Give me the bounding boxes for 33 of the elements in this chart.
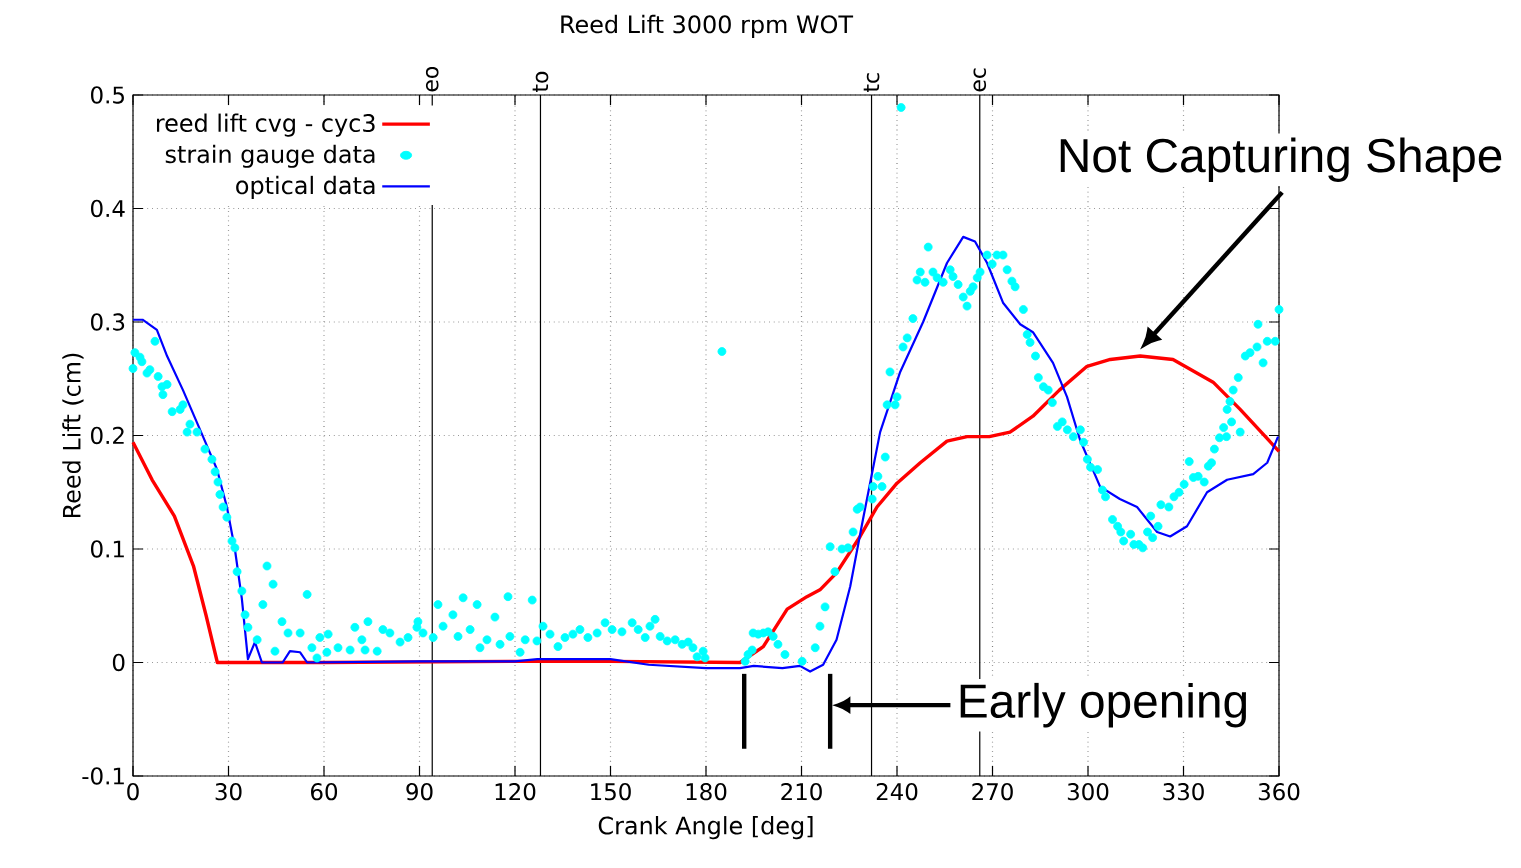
y-tick-label: 0.1 — [91, 540, 124, 558]
legend-label: strain gauge data — [165, 144, 375, 168]
x-tick-label: 180 — [686, 783, 727, 801]
x-tick-label: 0 — [127, 783, 139, 801]
x-tick-label: 270 — [972, 783, 1013, 801]
y-tick-label: -0.1 — [82, 767, 124, 785]
chart-title: Reed Lift 3000 rpm WOT — [561, 14, 854, 38]
y-tick-label: 0.3 — [91, 313, 125, 331]
x-tick-label: 150 — [591, 783, 631, 801]
legend-label: optical data — [236, 175, 375, 199]
y-tick-label: 0.5 — [91, 86, 124, 104]
annotation: Not Capturing Shape — [1060, 137, 1502, 182]
x-tick-label: 330 — [1163, 783, 1204, 801]
x-tick-label: 90 — [406, 783, 433, 801]
y-tick-label: 0.4 — [91, 199, 125, 218]
ref-line-label: tc — [863, 73, 880, 92]
ref-line-label: to — [532, 71, 549, 92]
legend-label: reed lift cvg - cyc3 — [156, 113, 375, 137]
x-tick-label: 60 — [311, 783, 338, 801]
ref-line-label: eo — [425, 66, 439, 92]
x-tick-label: 360 — [1258, 783, 1300, 801]
annotation: Early opening — [960, 682, 1247, 728]
line-series — [131, 235, 1280, 673]
x-tick-label: 120 — [495, 783, 536, 801]
y-tick-label: 0 — [112, 653, 125, 672]
x-tick-label: 30 — [215, 783, 242, 801]
x-tick-label: 240 — [876, 783, 918, 801]
x-tick-label: 300 — [1067, 783, 1109, 801]
y-axis-title: Reed Lift (cm) — [62, 353, 84, 518]
ref-line-label: ec — [973, 68, 987, 92]
x-tick-label: 210 — [781, 783, 822, 801]
y-tick-label: 0.2 — [91, 426, 124, 445]
x-axis-title: Crank Angle [deg] — [598, 816, 813, 840]
